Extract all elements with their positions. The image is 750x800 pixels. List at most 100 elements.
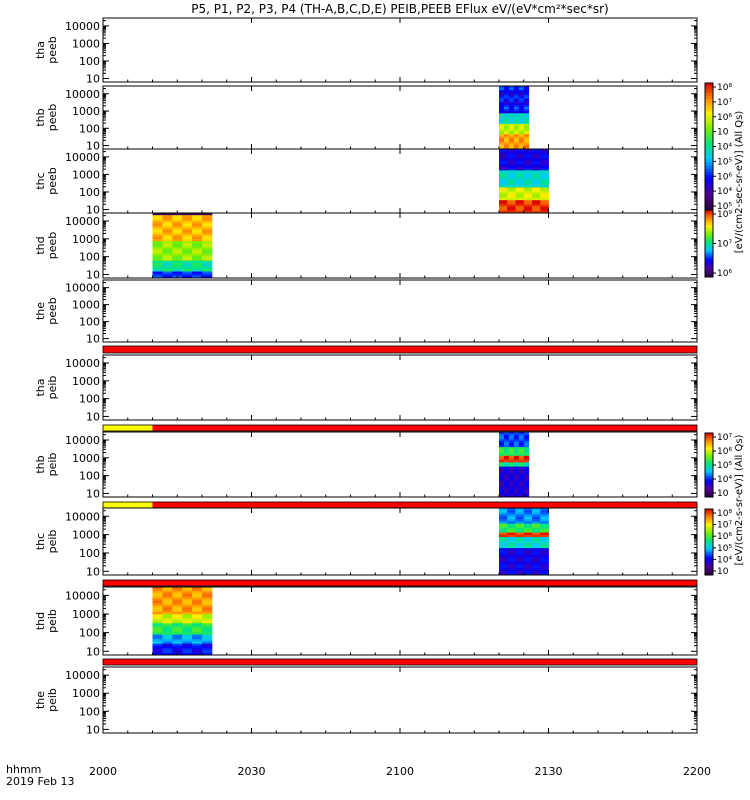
spectrogram-cell [532, 530, 541, 533]
colorbar-tick-label: 10⁴ [717, 187, 732, 197]
colorbar-step [705, 185, 713, 189]
spectrogram-cell [162, 605, 172, 608]
spectrogram-cell [153, 635, 163, 638]
spectrogram-cell [153, 605, 163, 608]
spectrogram-cell [153, 598, 163, 601]
colorbar-title: [eV/(cm2-sec-sr-eV)] (All Qs) [734, 111, 745, 254]
spectrogram-cell [499, 510, 508, 513]
spectrogram-cell [516, 550, 525, 553]
spectrogram-cell [153, 648, 163, 651]
colorbar-peeb_upper: 10⁵10⁴10⁶10⁵10⁴10⁳10⁶10⁷10⁸ [705, 83, 732, 212]
spectrogram-cell [182, 614, 192, 617]
spectrogram-cell [524, 564, 533, 567]
colorbar-step [705, 181, 713, 185]
spectrogram-cell [162, 639, 172, 642]
spectrogram-cell [153, 621, 163, 624]
spectrogram-figure: P5, P1, P2, P3, P4 (TH-A,B,C,D,E) PEIB,P… [0, 0, 750, 800]
colorbar-peeb_lower: 10⁶10⁷10⁹ [705, 210, 732, 279]
spectrogram-cell [192, 641, 202, 644]
colorbar-step [705, 115, 713, 119]
spectrogram-cell [162, 598, 172, 601]
colorbar-tick-label: 10⁴ [717, 475, 732, 485]
colorbar-step [705, 156, 713, 160]
date-label: 2019 Feb 13 [6, 775, 74, 788]
colorbar-step [705, 127, 713, 131]
spectrogram-cell [192, 635, 202, 638]
spectrogram-block-thc-peib [499, 508, 549, 575]
spectrogram-cell [540, 557, 549, 560]
y-tick-label: 10 [86, 565, 100, 578]
colorbar-tick-label: 10⁳ [717, 128, 729, 138]
spectrogram-cell [540, 537, 549, 540]
spectrogram-cell [192, 621, 202, 624]
colorbar-step [705, 166, 713, 170]
spectrogram-cell [202, 635, 212, 638]
colorbar-tick-label: 10⁹ [717, 210, 732, 220]
status-bar-segment-red [103, 346, 697, 353]
panel-frame [103, 149, 697, 213]
spectrogram-cell [182, 641, 192, 644]
spectrogram-cell [499, 530, 508, 533]
colorbar-step [705, 137, 713, 141]
colorbar-step [705, 99, 713, 103]
y-tick-label: 100 [79, 122, 100, 135]
panel-frame [103, 280, 697, 342]
y-tick-label: 10 [86, 723, 100, 736]
status-bar-segment-red [153, 502, 698, 508]
colorbar-tick-label: 10⁵ [717, 461, 732, 471]
spectrogram-cell [162, 607, 172, 610]
spectrogram-cell [532, 564, 541, 567]
panel-label: peib [46, 609, 59, 633]
spectrogram-cell [182, 612, 192, 615]
spectrogram-cell [202, 639, 212, 642]
spectrogram-cell [182, 605, 192, 608]
spectrogram-cell [162, 612, 172, 615]
spectrogram-cell [524, 557, 533, 560]
spectrogram-cell [172, 619, 182, 622]
colorbar-step [705, 121, 713, 125]
colorbar-tick-label: 10⁶ [717, 447, 732, 457]
spectrogram-cell [162, 626, 172, 629]
spectrogram-cell [172, 621, 182, 624]
spectrogram-cell [524, 530, 533, 533]
spectrogram-cell [162, 601, 172, 604]
figure-title: P5, P1, P2, P3, P4 (TH-A,B,C,D,E) PEIB,P… [191, 2, 608, 16]
colorbar-step [705, 162, 713, 166]
x-tick-label: 2000 [89, 765, 117, 778]
spectrogram-cell [153, 641, 163, 644]
colorbar-step [705, 86, 713, 90]
spectrogram-cell [524, 550, 533, 553]
spectrogram-cell [192, 601, 202, 604]
y-tick-label: 10000 [65, 20, 100, 33]
spectrogram-cell [182, 594, 192, 597]
spectrogram-cell [524, 544, 533, 547]
spectrogram-cell [182, 646, 192, 649]
y-tick-label: 100 [79, 186, 100, 199]
colorbar-tick-label: 10⁳ [717, 489, 729, 499]
y-tick-label: 10000 [65, 357, 100, 370]
spectrogram-cell [172, 632, 182, 635]
y-tick-label: 10 [86, 72, 100, 85]
spectrogram-cell [192, 619, 202, 622]
panel-frame [103, 355, 697, 420]
spectrogram-cell [540, 510, 549, 513]
spectrogram-cell [153, 619, 163, 622]
panel-label: peib [46, 376, 59, 400]
spectrogram-cell [162, 646, 172, 649]
panel-the-peib: 10100100010000the peib [34, 667, 697, 736]
y-tick-label: 10 [86, 645, 100, 658]
panel-label: peeb [46, 167, 59, 195]
x-tick-label: 2130 [535, 765, 563, 778]
spectrogram-cell [540, 530, 549, 533]
spectrogram-cell [192, 628, 202, 631]
colorbar-step [705, 105, 713, 109]
spectrogram-cell [192, 612, 202, 615]
spectrogram-cell [507, 524, 516, 527]
spectrogram-cell [172, 612, 182, 615]
colorbar-tick-label: 10⁶ [717, 532, 732, 542]
y-tick-label: 1000 [72, 168, 100, 181]
y-tick-label: 10000 [65, 282, 100, 295]
spectrogram-cell [182, 619, 192, 622]
colorbar-step [705, 153, 713, 157]
spectrogram-cell [172, 646, 182, 649]
